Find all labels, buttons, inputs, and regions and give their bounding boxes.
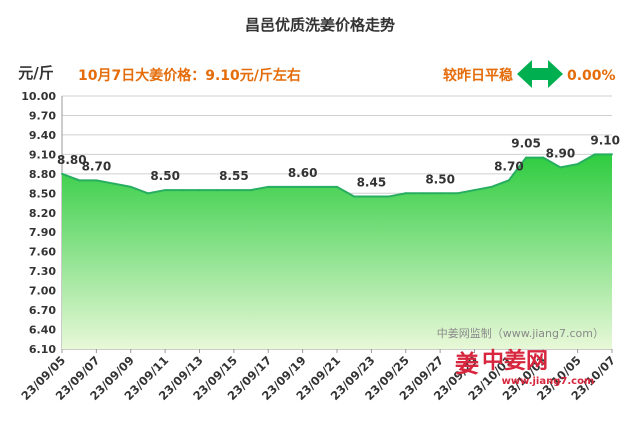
data-point [404,192,407,195]
data-label: 8.90 [546,146,576,160]
y-tick-label: 6.40 [29,324,56,337]
data-label: 8.45 [357,176,387,190]
y-tick-label: 9.40 [29,129,56,142]
brand-logo: 姜 中姜网 www.jiang7.com [455,348,594,387]
area-series [61,153,613,349]
y-tick-label: 6.10 [29,343,56,356]
data-label: 8.70 [494,159,524,173]
y-tick-label: 7.90 [29,226,56,239]
data-point [181,189,184,192]
compare-value: 0.00% [567,68,616,84]
data-point [61,172,63,175]
y-tick-label: 8.20 [29,207,56,220]
data-point [611,153,613,156]
data-point [146,192,149,195]
data-point [370,195,373,198]
data-label: 8.50 [150,169,180,183]
y-tick-label: 7.00 [29,285,56,298]
data-point [456,192,459,195]
y-tick-label: 7.30 [29,265,56,278]
y-tick-label: 8.80 [29,168,56,181]
y-tick-label: 7.60 [29,246,56,259]
data-label: 9.10 [590,133,620,147]
data-point [284,185,287,188]
data-label: 8.55 [219,169,249,183]
data-label: 8.60 [288,166,318,180]
y-tick-label: 8.50 [29,187,56,200]
y-axis-ticks: 10.00 9.70 9.40 9.10 8.80 8.50 8.20 7.90 7.60 7.3… [21,90,56,356]
chart-title: 昌邑优质洗姜价格走势 [245,16,395,34]
y-tick-label: 9.70 [29,109,56,122]
data-point [112,182,115,185]
y-tick-label: 9.10 [29,148,56,161]
data-point [490,185,493,188]
data-point [525,156,528,159]
compare-label: 较昨日平稳 [443,67,513,84]
data-point [593,153,596,156]
brand-logo-text: 中姜网 [482,348,548,374]
data-point [129,185,132,188]
data-point [353,195,356,198]
data-point [267,185,270,188]
data-point [215,189,218,192]
brand-logo-icon: 姜 [455,350,479,378]
data-point [318,185,321,188]
watermark-text: 中姜网监制（www.jiang7.com） [437,326,604,340]
data-point [301,185,304,188]
y-axis-unit-label: 元/斤 [18,64,53,82]
data-point [232,189,235,192]
data-point [439,192,442,195]
data-label: 8.70 [82,159,112,173]
data-point [576,163,579,166]
data-labels: 8.808.708.50 8.55 8.608.45 8.508.709.058.90… [57,133,620,189]
double-arrow-icon [517,60,563,88]
data-point [336,185,338,188]
data-label: 8.80 [57,153,87,167]
data-point [95,179,98,182]
area-fill [62,154,612,349]
data-point [421,192,424,195]
data-point [78,179,81,182]
data-point [559,166,562,169]
brand-logo-url: www.jiang7.com [502,376,595,387]
data-point [542,156,545,159]
data-label: 8.50 [425,172,455,186]
price-note: 10月7日大姜价格：9.10元/斤左右 [78,67,301,84]
data-point [250,189,253,192]
data-point [473,189,476,192]
data-point [164,189,167,192]
data-point [198,189,201,192]
data-point [387,195,390,198]
data-label: 9.05 [511,137,541,151]
y-tick-label: 10.00 [21,90,56,103]
data-point [507,179,510,182]
y-tick-label: 6.70 [29,304,56,317]
